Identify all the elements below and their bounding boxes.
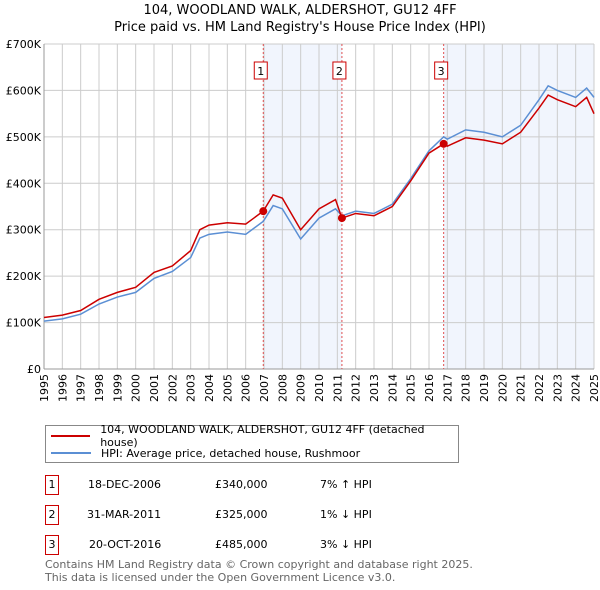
x-tick-label: 2014 bbox=[386, 374, 399, 402]
sale-hpi-diff: 3% ↓ HPI bbox=[320, 538, 372, 551]
footer: Contains HM Land Registry data © Crown c… bbox=[45, 558, 473, 584]
sale-marker-label: 3 bbox=[45, 535, 59, 555]
x-tick-label: 2011 bbox=[331, 374, 344, 402]
sale-row: 2 31-MAR-2011 £325,000 1% ↓ HPI bbox=[45, 505, 465, 525]
y-tick-label: £0 bbox=[27, 363, 41, 376]
x-tick-label: 2007 bbox=[258, 374, 271, 402]
sale-row: 3 20-OCT-2016 £485,000 3% ↓ HPI bbox=[45, 535, 465, 555]
x-tick-label: 2005 bbox=[221, 374, 234, 402]
x-tick-label: 1998 bbox=[93, 374, 106, 402]
sale-point bbox=[337, 214, 346, 223]
y-tick-label: £100K bbox=[6, 317, 42, 330]
x-tick-label: 2009 bbox=[295, 374, 308, 402]
x-tick-label: 2013 bbox=[368, 374, 381, 402]
x-tick-label: 2024 bbox=[570, 374, 583, 402]
legend: 104, WOODLAND WALK, ALDERSHOT, GU12 4FF … bbox=[45, 423, 459, 463]
legend-swatch-blue bbox=[51, 452, 91, 454]
x-tick-label: 1999 bbox=[111, 374, 124, 402]
sale-marker-box bbox=[332, 61, 347, 80]
footer-licence: This data is licensed under the Open Gov… bbox=[45, 571, 396, 584]
sale-date: 18-DEC-2006 bbox=[88, 478, 162, 491]
sale-marker-number: 2 bbox=[336, 65, 343, 78]
legend-item-property: 104, WOODLAND WALK, ALDERSHOT, GU12 4FF … bbox=[51, 423, 458, 449]
y-tick-label: £700K bbox=[6, 38, 42, 51]
x-tick-label: 2015 bbox=[405, 374, 418, 402]
sale-marker-label: 1 bbox=[45, 475, 59, 495]
x-tick-label: 2003 bbox=[185, 374, 198, 402]
shaded-region bbox=[443, 44, 594, 369]
sale-price: £340,000 bbox=[215, 478, 268, 491]
legend-label: 104, WOODLAND WALK, ALDERSHOT, GU12 4FF … bbox=[100, 423, 425, 449]
sale-hpi-diff: 7% ↑ HPI bbox=[320, 478, 372, 491]
sale-hpi-diff: 1% ↓ HPI bbox=[320, 508, 372, 521]
sale-marker-number: 1 bbox=[257, 65, 264, 78]
legend-item-hpi: HPI: Average price, detached house, Rush… bbox=[51, 445, 360, 461]
x-tick-label: 1995 bbox=[38, 374, 51, 402]
x-tick-label: 2001 bbox=[148, 374, 161, 402]
x-tick-label: 2022 bbox=[533, 374, 546, 402]
x-tick-label: 2025 bbox=[588, 374, 600, 402]
sale-row: 1 18-DEC-2006 £340,000 7% ↑ HPI bbox=[45, 475, 465, 495]
y-tick-label: £600K bbox=[6, 84, 42, 97]
hpi-line bbox=[43, 84, 595, 322]
property-price-line bbox=[43, 94, 595, 319]
sale-point bbox=[439, 139, 448, 148]
x-tick-label: 2004 bbox=[203, 374, 216, 402]
x-tick-label: 2006 bbox=[240, 374, 253, 402]
x-tick-label: 2012 bbox=[350, 374, 363, 402]
sale-point bbox=[259, 207, 268, 216]
x-tick-label: 2000 bbox=[130, 374, 143, 402]
price-chart: 1995 1996 1997 1998 1999 2000 2001 2002 2003 2004… bbox=[6, 38, 600, 402]
sale-price: £325,000 bbox=[215, 508, 268, 521]
sale-date: 20-OCT-2016 bbox=[89, 538, 162, 551]
sale-price: £485,000 bbox=[215, 538, 268, 551]
y-tick-label: £200K bbox=[6, 270, 42, 283]
x-tick-label: 2021 bbox=[515, 374, 528, 402]
legend-label: HPI: Average price, detached house, Rush… bbox=[101, 446, 361, 460]
x-tick-label: 1996 bbox=[56, 374, 69, 402]
x-tick-label: 2010 bbox=[313, 374, 326, 402]
x-tick-label: 2002 bbox=[166, 374, 179, 402]
sale-marker-box bbox=[253, 61, 268, 80]
sale-marker-box bbox=[434, 61, 449, 80]
sale-marker-number: 3 bbox=[438, 65, 445, 78]
y-tick-label: £300K bbox=[6, 224, 42, 237]
x-tick-label: 1997 bbox=[75, 374, 88, 402]
y-tick-label: £500K bbox=[6, 131, 42, 144]
x-tick-label: 2017 bbox=[441, 374, 454, 402]
chart-title: 104, WOODLAND WALK, ALDERSHOT, GU12 4FF bbox=[143, 3, 457, 18]
sale-date: 31-MAR-2011 bbox=[87, 508, 162, 521]
y-tick-label: £400K bbox=[6, 177, 42, 190]
footer-copyright: Contains HM Land Registry data © Crown c… bbox=[45, 558, 473, 571]
x-tick-label: 2019 bbox=[478, 374, 491, 402]
sale-marker-label: 2 bbox=[45, 505, 59, 525]
legend-swatch-red bbox=[51, 435, 91, 437]
x-tick-label: 2020 bbox=[496, 374, 509, 402]
x-tick-label: 2018 bbox=[460, 374, 473, 402]
chart-subtitle: Price paid vs. HM Land Registry's House … bbox=[114, 20, 486, 35]
x-tick-label: 2023 bbox=[551, 374, 564, 402]
x-tick-label: 2016 bbox=[423, 374, 436, 402]
x-tick-label: 2008 bbox=[276, 374, 289, 402]
